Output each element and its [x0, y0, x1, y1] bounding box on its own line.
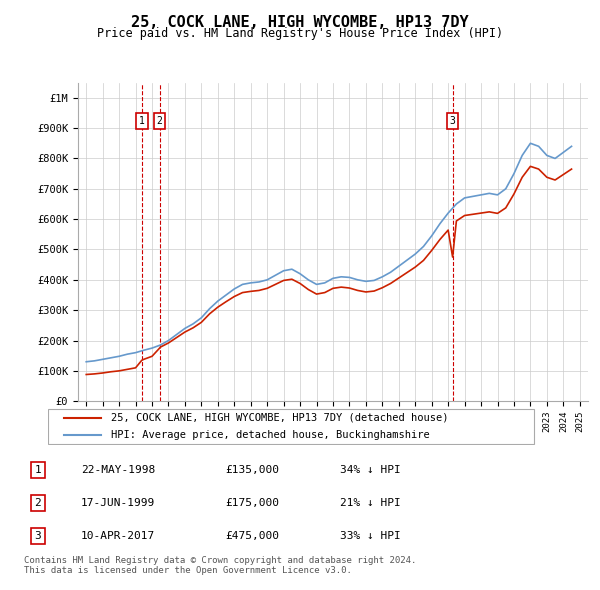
- Text: Price paid vs. HM Land Registry's House Price Index (HPI): Price paid vs. HM Land Registry's House …: [97, 27, 503, 40]
- Text: £135,000: £135,000: [225, 465, 279, 475]
- Text: HPI: Average price, detached house, Buckinghamshire: HPI: Average price, detached house, Buck…: [112, 430, 430, 440]
- Text: 33% ↓ HPI: 33% ↓ HPI: [340, 531, 401, 541]
- Text: £175,000: £175,000: [225, 498, 279, 508]
- Text: 3: 3: [35, 531, 41, 541]
- Text: 34% ↓ HPI: 34% ↓ HPI: [340, 465, 401, 475]
- Text: 2: 2: [157, 116, 163, 126]
- Text: 2: 2: [35, 498, 41, 508]
- Text: Contains HM Land Registry data © Crown copyright and database right 2024.
This d: Contains HM Land Registry data © Crown c…: [24, 556, 416, 575]
- FancyBboxPatch shape: [48, 409, 534, 444]
- Text: £475,000: £475,000: [225, 531, 279, 541]
- Text: 17-JUN-1999: 17-JUN-1999: [81, 498, 155, 508]
- Text: 10-APR-2017: 10-APR-2017: [81, 531, 155, 541]
- Text: 21% ↓ HPI: 21% ↓ HPI: [340, 498, 401, 508]
- Text: 25, COCK LANE, HIGH WYCOMBE, HP13 7DY (detached house): 25, COCK LANE, HIGH WYCOMBE, HP13 7DY (d…: [112, 413, 449, 423]
- Text: 1: 1: [35, 465, 41, 475]
- Text: 25, COCK LANE, HIGH WYCOMBE, HP13 7DY: 25, COCK LANE, HIGH WYCOMBE, HP13 7DY: [131, 15, 469, 30]
- Text: 3: 3: [449, 116, 455, 126]
- Text: 22-MAY-1998: 22-MAY-1998: [81, 465, 155, 475]
- Text: 1: 1: [139, 116, 145, 126]
